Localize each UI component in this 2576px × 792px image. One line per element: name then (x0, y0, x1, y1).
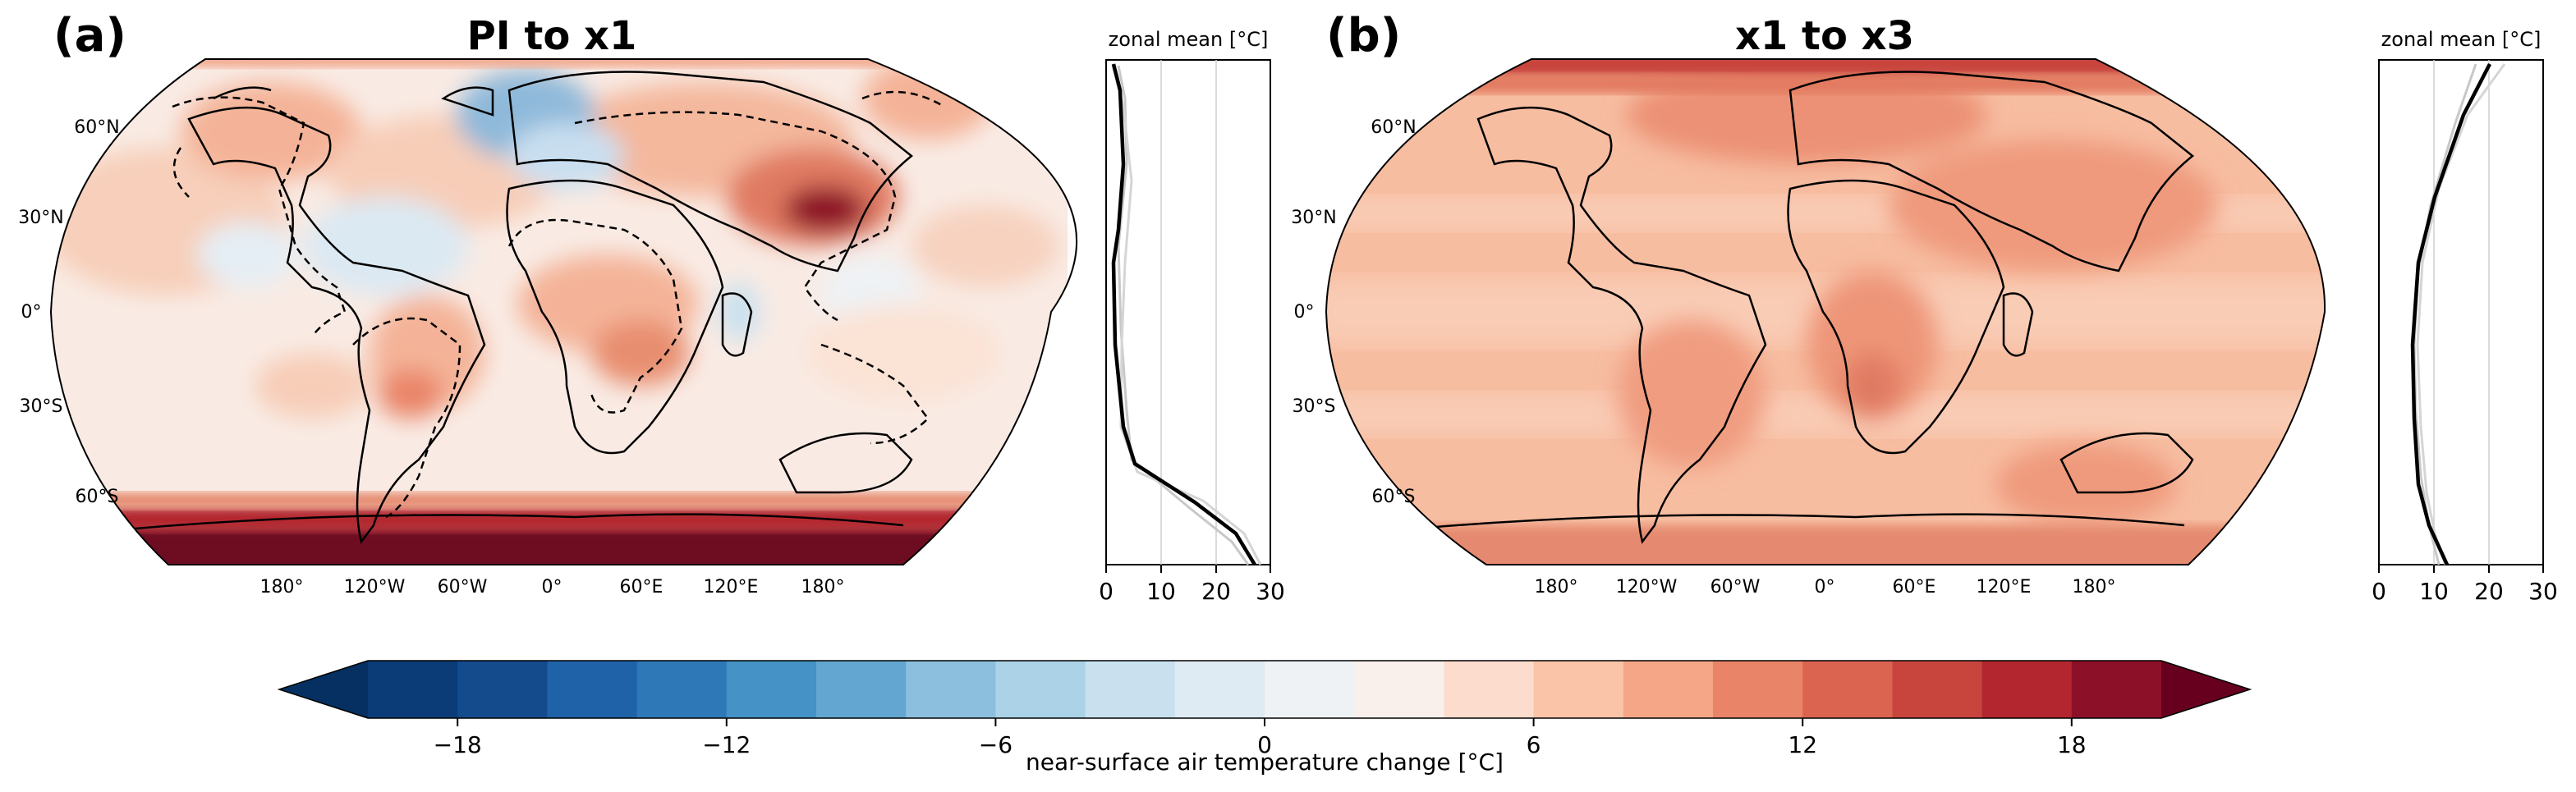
lon-label-b-6: 180° (2073, 577, 2116, 597)
lat-label-60s-a: 60°S (76, 487, 119, 507)
lat-label-30s-a: 30°S (20, 396, 63, 417)
colorbar-cell (1354, 661, 1444, 718)
colorbar-tick-label: −12 (702, 731, 751, 758)
lat-label-30n-b: 30°N (1291, 208, 1336, 228)
colorbar-cell (1802, 661, 1893, 718)
lat-label-30n-a: 30°N (18, 208, 63, 228)
colorbar-tick-label: 6 (1527, 731, 1541, 758)
zonal-tick-b-1: 10 (2419, 578, 2449, 605)
zonal-tick-a-2: 20 (1201, 578, 1231, 605)
lon-label-a-3: 0° (542, 577, 562, 597)
zonal-tick-b-2: 20 (2474, 578, 2504, 605)
zonal-tick-a-1: 10 (1146, 578, 1176, 605)
colorbar-cell (1265, 661, 1355, 718)
colorbar-extend-min (279, 661, 368, 718)
panel-label-a: (a) (53, 9, 126, 62)
colorbar-cell (547, 661, 638, 718)
zonal-tick-b-0: 0 (2372, 578, 2386, 605)
colorbar: −18 −12 −6 0 6 12 18 near-surface air temperat… (277, 660, 2252, 776)
zonal-mean-a: zonal mean [°C] 0 10 20 30 (1099, 28, 1285, 605)
panel-title-a: PI to x1 (467, 13, 637, 59)
colorbar-cell (1174, 661, 1265, 718)
lon-label-a-1: 120°W (344, 577, 406, 597)
colorbar-cell (1981, 661, 2073, 718)
lon-label-b-2: 60°W (1710, 577, 1761, 597)
lat-label-60s-b: 60°S (1372, 487, 1416, 507)
colorbar-cell (2071, 661, 2162, 718)
colorbar-tick-label: −18 (434, 731, 482, 758)
colorbar-ticks: −18 −12 −6 0 6 12 18 (434, 718, 2087, 758)
colorbar-tick-label: 0 (1257, 731, 1272, 758)
colorbar-cell (1085, 661, 1176, 718)
zonal-tick-a-3: 30 (1256, 578, 1285, 605)
colorbar-cell (636, 661, 728, 718)
colorbar-cell (1444, 661, 1535, 718)
colorbar-tick-label: 18 (2057, 731, 2087, 758)
colorbar-cell (816, 661, 907, 718)
zonal-title-a: zonal mean [°C] (1109, 28, 1269, 51)
colorbar-cell (906, 661, 996, 718)
map-a (51, 59, 1068, 565)
lat-label-30s-b: 30°S (1293, 396, 1336, 417)
lon-label-b-1: 120°W (1616, 577, 1678, 597)
lat-label-60n-a: 60°N (74, 117, 119, 138)
lon-label-b-4: 60°E (1893, 577, 1936, 597)
colorbar-cell (368, 661, 458, 718)
zonal-mean-b: zonal mean [°C] 0 10 20 30 (2372, 28, 2558, 605)
lon-label-a-0: 180° (260, 577, 304, 597)
panel-b: (b) x1 to x3 (1291, 9, 2558, 605)
lon-label-a-2: 60°W (438, 577, 488, 597)
lat-label-60n-b: 60°N (1371, 117, 1416, 138)
colorbar-tick-label: −6 (979, 731, 1012, 758)
colorbar-cell (1713, 661, 1803, 718)
lon-label-b-3: 0° (1815, 577, 1835, 597)
lat-label-0-b: 0° (1294, 302, 1315, 323)
zonal-title-b: zonal mean [°C] (2381, 28, 2542, 51)
colorbar-cell (726, 661, 817, 718)
lat-label-0-a: 0° (21, 302, 42, 323)
colorbar-cell (1623, 661, 1714, 718)
colorbar-extend-max (2161, 661, 2250, 718)
colorbar-label: near-surface air temperature change [°C] (1026, 749, 1504, 776)
map-b (1326, 59, 2326, 565)
zonal-tick-b-3: 30 (2528, 578, 2558, 605)
colorbar-cell (1892, 661, 1983, 718)
lon-label-a-6: 180° (801, 577, 845, 597)
colorbar-cell (457, 661, 548, 718)
colorbar-cell (1533, 661, 1624, 718)
colorbar-cells (368, 661, 2162, 718)
panel-label-b: (b) (1326, 9, 1401, 62)
zonal-tick-a-0: 0 (1099, 578, 1114, 605)
panel-title-b: x1 to x3 (1735, 13, 1914, 59)
lon-label-a-4: 60°E (620, 577, 664, 597)
lon-label-b-5: 120°E (1977, 577, 2032, 597)
colorbar-tick-label: 12 (1788, 731, 1817, 758)
colorbar-cell (995, 661, 1086, 718)
lon-label-b-0: 180° (1535, 577, 1578, 597)
lon-label-a-5: 120°E (704, 577, 759, 597)
panel-a: (a) PI to x1 (18, 9, 1285, 605)
